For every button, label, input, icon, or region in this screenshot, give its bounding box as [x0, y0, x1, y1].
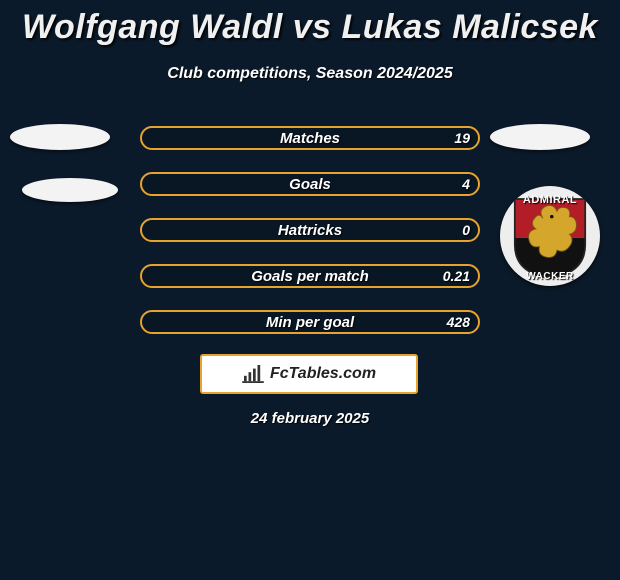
left-player-badge-1 [10, 124, 110, 150]
stat-row: Matches 19 [140, 126, 480, 150]
stat-row: Hattricks 0 [140, 218, 480, 242]
stat-row: Goals per match 0.21 [140, 264, 480, 288]
comparison-card: Wolfgang Waldl vs Lukas Malicsek Club co… [0, 0, 620, 580]
stat-label: Hattricks [140, 218, 480, 242]
stat-value-right: 19 [454, 126, 470, 150]
stat-label: Matches [140, 126, 480, 150]
page-title: Wolfgang Waldl vs Lukas Malicsek [0, 0, 620, 47]
stat-label: Goals per match [140, 264, 480, 288]
right-player-badge [490, 124, 590, 150]
club-crest: ADMIRAL WACKER [500, 186, 600, 286]
site-logo[interactable]: FcTables.com [200, 354, 418, 394]
stat-value-right: 4 [462, 172, 470, 196]
stats-bars: Matches 19 Goals 4 Hattricks 0 Goals per… [140, 126, 480, 356]
stat-value-right: 0 [462, 218, 470, 242]
club-name-top: ADMIRAL [500, 194, 600, 206]
date-line: 24 february 2025 [0, 410, 620, 427]
stat-row: Goals 4 [140, 172, 480, 196]
stat-value-right: 0.21 [443, 264, 470, 288]
left-player-badge-2 [22, 178, 118, 202]
stat-label: Goals [140, 172, 480, 196]
stat-value-right: 428 [447, 310, 470, 334]
stat-label: Min per goal [140, 310, 480, 334]
club-name-bottom: WACKER [500, 271, 600, 282]
subtitle: Club competitions, Season 2024/2025 [0, 65, 620, 83]
bar-chart-icon [242, 365, 264, 383]
stat-row: Min per goal 428 [140, 310, 480, 334]
site-logo-text: FcTables.com [270, 365, 376, 383]
